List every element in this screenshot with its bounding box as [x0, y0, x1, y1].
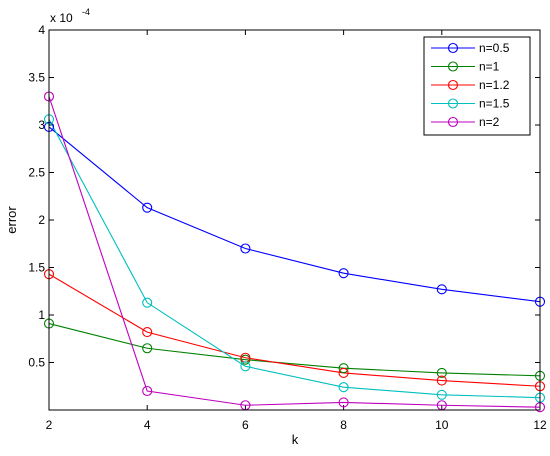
x-tick-label: 8 [340, 418, 347, 432]
y-exponent-label: x 10 -4 [50, 7, 90, 25]
data-point-marker [240, 243, 251, 254]
data-point-marker [240, 361, 251, 372]
data-point-marker [142, 327, 153, 338]
data-point-marker [142, 343, 153, 354]
legend-label: n=1.5 [479, 97, 510, 111]
legend-marker [447, 98, 459, 109]
series-line-n=0.5 [48, 126, 541, 303]
axis-ticks: 2 4 6 8 10 12 0.5 1 1.5 2 2.5 3 3.5 4 [28, 23, 547, 432]
series-markers [43, 91, 546, 413]
legend-box [423, 36, 531, 136]
data-point-marker [338, 268, 349, 279]
series-line-n=1.2 [48, 273, 541, 387]
data-point-marker [436, 367, 447, 379]
x-tick-label: 2 [46, 418, 53, 432]
data-point-marker [142, 202, 153, 213]
legend-label: n=1 [479, 60, 500, 74]
series-lines [48, 96, 541, 408]
legend-marker [447, 79, 459, 91]
legend-label: n=0.5 [479, 41, 510, 55]
y-tick-label: 3 [38, 118, 45, 132]
x-tick-label: 12 [533, 418, 547, 432]
data-point-marker [436, 375, 447, 386]
legend-marker [447, 61, 459, 72]
y-tick-label: 1 [38, 308, 45, 322]
data-point-marker [338, 363, 349, 374]
y-tick-label: 0.5 [28, 356, 45, 370]
data-point-marker [338, 397, 349, 408]
x-tick-label: 4 [144, 418, 151, 432]
series-line-n=2 [48, 96, 541, 408]
x-tick-label: 10 [435, 418, 449, 432]
legend-marker [447, 116, 459, 128]
legend-marker [447, 42, 459, 54]
y-tick-label: 2.5 [28, 166, 45, 180]
series-line-n=1 [48, 323, 541, 377]
x-axis-label: k [292, 432, 299, 447]
plot-frame [48, 29, 541, 411]
y-tick-label: 2 [38, 213, 45, 227]
y-exponent-base: x 10 [50, 11, 73, 25]
x-tick-label: 6 [242, 418, 249, 432]
legend-label: n=2 [479, 115, 500, 129]
y-axis-label: error [4, 206, 19, 234]
data-point-marker [338, 382, 349, 393]
legend: n=0.5 n=1 n=1.2 n=1.5 n=2 [423, 36, 531, 136]
y-tick-label: 3.5 [28, 71, 45, 85]
y-tick-label: 4 [38, 23, 45, 37]
data-point-marker [436, 389, 447, 400]
legend-label: n=1.2 [479, 78, 510, 92]
data-point-marker [142, 297, 153, 308]
data-point-marker [338, 367, 349, 379]
data-point-marker [436, 284, 447, 295]
y-tick-label: 1.5 [28, 261, 45, 275]
y-exponent-power: -4 [82, 7, 90, 17]
data-point-marker [142, 385, 153, 397]
series-line-n=1.5 [48, 119, 541, 399]
